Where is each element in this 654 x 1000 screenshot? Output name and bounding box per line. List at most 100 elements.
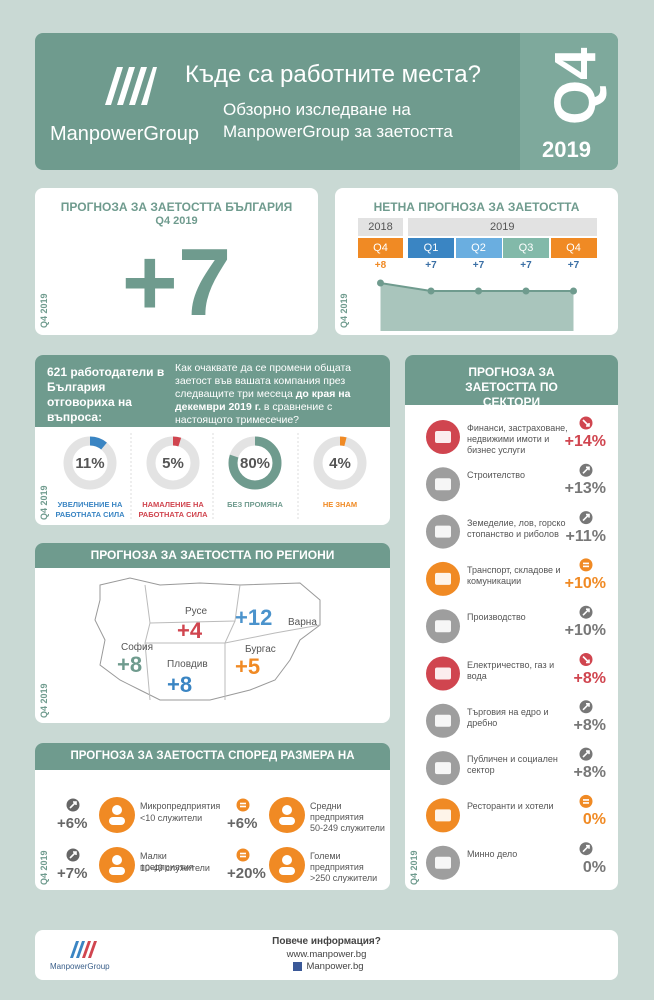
sector-value: +10%: [564, 574, 606, 592]
year: 2019: [542, 137, 591, 162]
quarter: Q4: [543, 47, 608, 125]
region-name: Русе: [185, 606, 208, 617]
size-icon-body: [279, 817, 295, 825]
value-label: +8: [374, 260, 387, 271]
sector-value: 0%: [582, 811, 606, 829]
outlook-panel: ПРОГНОЗА ЗА ЗАЕТОСТТА БЪЛГАРИЯ Q4 2019 +…: [35, 188, 318, 335]
size-value: +20%: [227, 865, 266, 882]
region-name: Бургас: [245, 644, 276, 655]
region-value: +8: [167, 672, 193, 697]
footer-logo: [70, 941, 97, 958]
sector-name: Търговия на едро и дребно: [467, 706, 549, 728]
regions-band: ПРОГНОЗА ЗА ЗАЕТОСТТА ПО РЕГИОНИ: [35, 543, 390, 568]
donut-label: НЕ ЗНАМ: [322, 500, 358, 509]
side-label: Q4 2019: [39, 683, 49, 718]
trend-glyph: [586, 608, 590, 613]
trend-glyph: [586, 423, 590, 427]
sector-icon-glyph: [435, 572, 451, 585]
trend-glyph: [69, 851, 77, 859]
survey-band: [35, 355, 390, 427]
company-band: ПРОГНОЗА ЗА ЗАЕТОСТТА СПОРЕД РАЗМЕРА НА …: [35, 743, 390, 789]
quarter-box: Q4 2019: [520, 33, 618, 170]
trend-glyph: [73, 851, 77, 855]
sector-name: Транспорт, складове и комуникации: [467, 564, 561, 586]
region-name: София: [121, 642, 154, 653]
size-value: +6%: [227, 815, 258, 832]
survey-intro: 621 работодатели в България отговориха н…: [47, 365, 165, 424]
trend-glyph: [582, 655, 590, 664]
side-label: Q4 2019: [39, 293, 49, 328]
trend-glyph: [586, 513, 590, 518]
sector-value: +10%: [564, 622, 606, 640]
trend-badge: [579, 558, 593, 572]
sector-name: Производство: [467, 612, 526, 623]
sector-icon-glyph: [435, 856, 451, 869]
size-icon-head: [282, 805, 292, 815]
sector-icon-glyph: [435, 667, 451, 680]
sector-icon-glyph: [435, 714, 451, 727]
size-icon-head: [112, 855, 122, 865]
trend-glyph: [582, 419, 590, 427]
region-name: Варна: [288, 617, 317, 628]
donut-arc: [313, 436, 367, 490]
donut-label: НАМАЛЕНИЕ НА РАБОТНАТА СИЛА: [138, 500, 208, 519]
trend-glyph: [69, 801, 77, 809]
quarter-cell: Q3: [503, 238, 549, 258]
donut-arc: [228, 436, 282, 490]
outlook-title: ПРОГНОЗА ЗА ЗАЕТОСТТА БЪЛГАРИЯ: [60, 200, 293, 214]
sector-icon-glyph: [435, 620, 451, 633]
size-icon-body: [109, 817, 125, 825]
trend-glyph: [586, 659, 590, 664]
title: Къде са работните места?: [185, 61, 481, 88]
donuts: [63, 433, 367, 519]
brand: ManpowerGroup: [50, 123, 199, 145]
trend-glyph: [582, 466, 590, 474]
donut-arc: [146, 436, 200, 490]
footer-brand: ManpowerGroup: [50, 962, 110, 971]
size-value: +6%: [57, 815, 88, 832]
footer-facebook: Manpower.bg: [306, 961, 364, 972]
footer-facebook-icon: [293, 962, 302, 971]
donut-label: УВЕЛИЧЕНИЕ НА РАБОТНАТА СИЛА: [55, 500, 125, 519]
net-panel: НЕТНА ПРОГНОЗА ЗА ЗАЕТОСТТА Q4 2019 2018…: [335, 188, 618, 335]
sector-value: +8%: [573, 669, 606, 687]
country-outline: [94, 577, 321, 701]
size-value: +7%: [57, 865, 88, 882]
survey-panel: 621 работодатели в България отговориха н…: [35, 355, 390, 525]
size-desc: >250 служители: [310, 873, 378, 883]
trend-glyph: [582, 845, 590, 853]
sector-value: 0%: [582, 858, 606, 876]
sector-value: +13%: [564, 480, 606, 498]
quarter-cell: Q2: [455, 238, 502, 258]
point: [427, 287, 435, 295]
size-desc: 10-49 служители: [140, 863, 210, 873]
size-name: Микропредприятия: [140, 801, 221, 811]
size-desc: <10 служители: [140, 813, 203, 823]
sector-value: +8%: [573, 716, 606, 734]
trend-badge: [236, 848, 250, 862]
trend-badge: [236, 798, 250, 812]
trend-badge: [579, 794, 593, 808]
survey-question: Как очаквате да се промени общата заетос…: [175, 362, 380, 427]
region-value: +12: [235, 605, 273, 630]
sectors-band: ПРОГНОЗА ЗА ЗАЕТОСТТА ПО СЕКТОРИ: [405, 355, 618, 409]
size-name: Големи предприятия: [310, 851, 364, 872]
donut-value: 5%: [162, 455, 184, 472]
value-label: +7: [520, 260, 532, 271]
trend-glyph: [582, 750, 590, 758]
outlook-value: +7: [121, 229, 232, 335]
point: [522, 287, 530, 295]
size-icon-body: [279, 867, 295, 875]
trend-glyph: [73, 801, 77, 805]
question-bold: до края на декември 2019 г.: [175, 388, 351, 413]
sector-icon-glyph: [435, 762, 451, 775]
sector-name: Земеделие, лов, горско стопанство и рибо…: [467, 517, 566, 539]
trend-glyph: [582, 703, 590, 711]
sector-icons: [426, 416, 593, 880]
trend-glyph: [586, 466, 590, 471]
year-cell: 2018: [358, 218, 403, 236]
header: ManpowerGroup Къде са работните места? О…: [35, 33, 618, 170]
sector-name: Строителство: [467, 470, 525, 481]
map: [94, 577, 321, 701]
value-label: +7: [567, 260, 580, 271]
